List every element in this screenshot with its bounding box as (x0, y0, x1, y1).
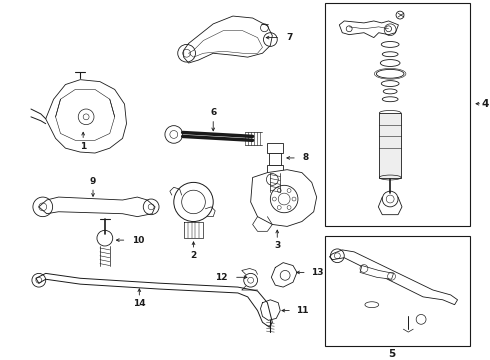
Bar (268, 165, 283, 172)
Bar (324, 236, 470, 346)
Bar (268, 143, 283, 153)
Polygon shape (339, 21, 398, 37)
Polygon shape (36, 273, 272, 327)
Text: 10: 10 (132, 235, 145, 244)
Text: 6: 6 (210, 108, 217, 117)
Text: 12: 12 (216, 273, 228, 282)
Polygon shape (39, 197, 155, 217)
Polygon shape (329, 250, 458, 305)
Text: 1: 1 (80, 142, 86, 151)
Text: 8: 8 (303, 153, 309, 162)
Polygon shape (251, 170, 317, 226)
Bar (379, 113, 401, 177)
Polygon shape (184, 16, 272, 63)
Text: 5: 5 (388, 348, 395, 359)
Text: 14: 14 (133, 299, 146, 308)
Text: 7: 7 (286, 33, 293, 42)
Text: 4: 4 (482, 99, 489, 109)
Bar (270, 153, 281, 165)
Text: 11: 11 (296, 306, 309, 315)
Text: 9: 9 (90, 177, 96, 186)
Text: 13: 13 (311, 268, 323, 277)
Polygon shape (360, 266, 393, 279)
Bar (324, 3, 470, 226)
Polygon shape (46, 80, 126, 153)
Text: 3: 3 (274, 242, 280, 251)
Text: 2: 2 (191, 251, 196, 260)
